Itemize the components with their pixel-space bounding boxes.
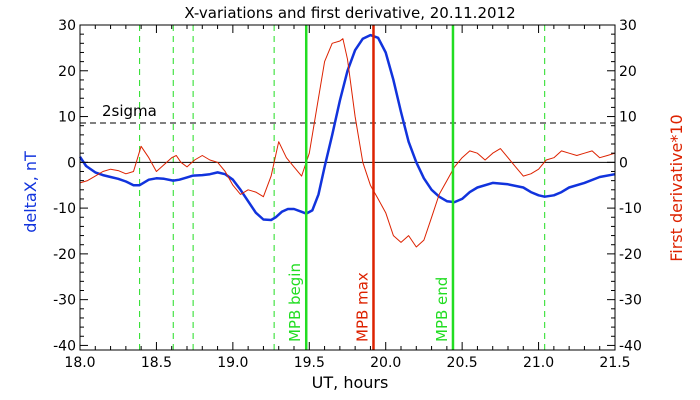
x-axis-label: UT, hours (312, 373, 389, 392)
y-tick-label-left: 0 (67, 155, 76, 171)
x-tick-label: 18.0 (64, 355, 95, 371)
derivative-series-line (79, 38, 616, 248)
series-lines (78, 33, 616, 248)
axis-tick-labels: 18.0 18.5 19.0 19.5 20.0 20.5 21.0 21.5 30 30 20 20… (53, 18, 642, 371)
y-tick-label-left: 10 (58, 110, 76, 126)
y-tick-label-left: -40 (53, 338, 76, 354)
x-tick-label: 19.0 (217, 355, 248, 371)
chart-title: X-variations and first derivative, 20.11… (184, 4, 515, 22)
event-markers: MPB begin MPB max MPB end (286, 25, 455, 350)
x-tick-label: 18.5 (141, 355, 172, 371)
y-tick-label-left: 30 (58, 18, 76, 34)
y-tick-label-right: -40 (619, 338, 642, 354)
plot-frame (79, 24, 616, 351)
y-tick-label-right: 20 (619, 64, 637, 80)
y-tick-label-right: -10 (619, 201, 642, 217)
x-tick-label: 20.5 (447, 355, 478, 371)
y-tick-label-left: -20 (53, 247, 76, 263)
left-y-axis-label: deltaX, nT (21, 151, 40, 233)
event-marker-label: MPB begin (286, 263, 304, 342)
y-tick-label-left: -10 (53, 201, 76, 217)
axes-frame (79, 24, 616, 351)
x-tick-label: 21.0 (523, 355, 554, 371)
reference-lines: 2sigma (80, 25, 615, 350)
y-tick-label-right: 10 (619, 110, 637, 126)
y-tick-label-right: -30 (619, 293, 642, 309)
y-tick-label-right: 30 (619, 18, 637, 34)
x-tick-label: 19.5 (294, 355, 325, 371)
x-tick-label: 21.5 (599, 355, 630, 371)
y-tick-label-left: 20 (58, 64, 76, 80)
deltax-series-line (78, 33, 616, 222)
x-tick-label: 20.0 (370, 355, 401, 371)
event-marker-label: MPB end (433, 277, 451, 342)
y-tick-label-right: -20 (619, 247, 642, 263)
y-tick-label-left: -30 (53, 293, 76, 309)
threshold-label: 2sigma (102, 102, 157, 120)
right-y-axis-label: First derivative*10 (667, 114, 686, 261)
event-marker-label: MPB max (353, 272, 371, 342)
y-tick-label-right: 0 (619, 155, 628, 171)
